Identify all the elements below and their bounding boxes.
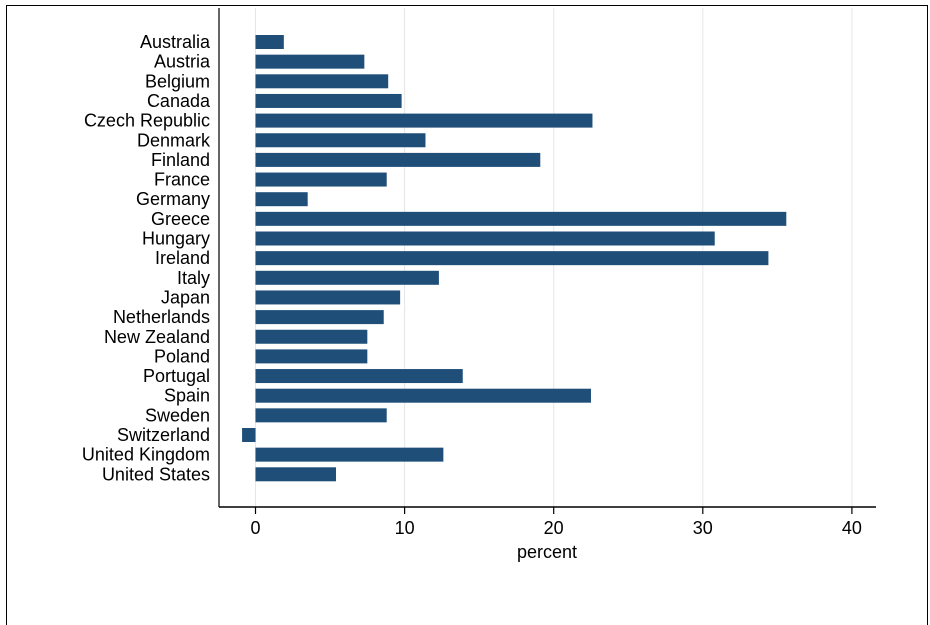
bar-netherlands [255, 310, 384, 325]
category-label: Australia [140, 32, 211, 52]
bar-denmark [255, 133, 426, 148]
bar-austria [255, 54, 365, 69]
bar-australia [255, 35, 284, 49]
category-label: Canada [147, 91, 211, 111]
category-label: Austria [154, 52, 211, 72]
bar-hungary [255, 231, 715, 246]
x-axis: 0 10 20 30 40 [219, 506, 876, 538]
category-label: Switzerland [117, 425, 210, 445]
category-label: Denmark [137, 130, 211, 150]
x-tick-label: 10 [395, 518, 415, 538]
category-label: Czech Republic [84, 111, 210, 131]
category-label: Ireland [155, 248, 210, 268]
bar-italy [255, 270, 439, 285]
bar-germany [255, 192, 308, 207]
category-label: Portugal [143, 366, 210, 386]
bar-united-states [255, 467, 337, 482]
category-label: France [154, 170, 210, 190]
x-axis-title: percent [517, 542, 577, 562]
category-label: Finland [151, 150, 210, 170]
bar-portugal [255, 369, 463, 384]
bar-belgium [255, 74, 389, 89]
bar-poland [255, 349, 368, 364]
bar-canada [255, 93, 402, 108]
bar-switzerland [242, 428, 256, 442]
chart-frame [6, 5, 928, 625]
bar-spain [255, 388, 591, 403]
x-tick-label: 20 [544, 518, 564, 538]
bar-sweden [255, 408, 387, 423]
category-label: Netherlands [113, 307, 210, 327]
x-tick-label: 30 [693, 518, 713, 538]
bar-finland [255, 152, 541, 167]
category-label: United States [102, 464, 210, 484]
x-tick-label: 40 [842, 518, 862, 538]
bar-japan [255, 290, 401, 305]
category-label: United Kingdom [82, 445, 210, 465]
bar-ireland [255, 251, 769, 266]
x-tick-label: 0 [250, 518, 260, 538]
bar-united-kingdom [255, 447, 444, 462]
category-label: Sweden [145, 405, 210, 425]
bars [242, 35, 787, 482]
bar-france [255, 172, 387, 187]
category-label: Spain [164, 386, 210, 406]
category-label: Poland [154, 346, 210, 366]
category-label: Japan [161, 287, 210, 307]
bar-new-zealand [255, 329, 368, 344]
category-label: Hungary [142, 229, 210, 249]
category-label: Italy [177, 268, 210, 288]
bar-greece [255, 211, 787, 226]
category-label: New Zealand [104, 327, 210, 347]
bar-czech-republic [255, 113, 593, 128]
category-label: Greece [151, 209, 210, 229]
category-label: Germany [136, 189, 210, 209]
category-label: Belgium [145, 71, 210, 91]
